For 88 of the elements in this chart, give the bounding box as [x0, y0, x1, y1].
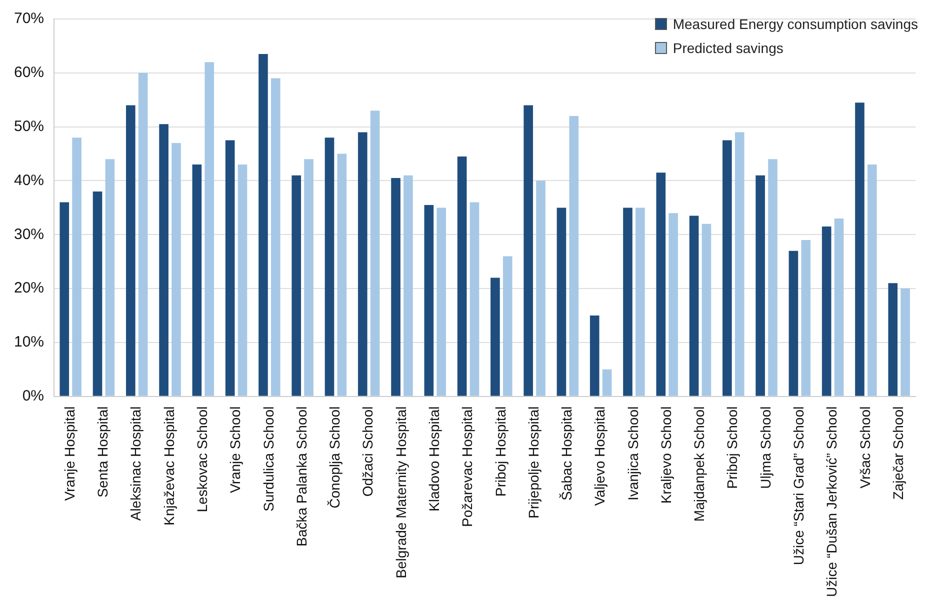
y-tick-label: 60%	[14, 64, 44, 82]
legend-label: Measured Energy consumption savings	[672, 15, 918, 34]
bar	[689, 216, 699, 396]
bar	[404, 175, 413, 396]
bar	[768, 159, 778, 396]
bar	[370, 110, 380, 396]
x-tick-label: Majdanpek School	[691, 406, 708, 522]
x-tick-label: Vršac School	[856, 406, 873, 488]
bar	[623, 208, 632, 396]
bar	[337, 154, 347, 396]
x-tick-label: Čonoplja School	[326, 406, 343, 508]
bar	[788, 250, 798, 396]
bar	[834, 218, 844, 396]
bar	[656, 172, 666, 396]
x-tick-label: Surdulica School	[260, 406, 276, 512]
bar	[126, 105, 136, 396]
x-tick-label: Knjaževac Hospital	[160, 406, 177, 526]
bar	[801, 240, 811, 396]
bar	[105, 159, 115, 396]
y-tick-label: 40%	[14, 172, 44, 189]
x-tick-label: Senta Hospital	[94, 406, 111, 498]
bar	[556, 208, 566, 396]
bar	[524, 105, 533, 396]
x-tick-label: Zaječar School	[890, 406, 906, 500]
x-tick-label: Priboj School	[724, 406, 740, 489]
bar	[490, 278, 500, 396]
bar	[172, 142, 181, 396]
bar	[900, 288, 910, 396]
bar	[668, 213, 678, 396]
x-tick-label: Vranje School	[227, 406, 244, 494]
y-tick-label: 50%	[14, 118, 44, 135]
bar	[470, 202, 480, 396]
y-tick-label: 30%	[14, 226, 44, 243]
x-tick-label: Uljma School	[757, 406, 774, 489]
bar	[636, 208, 645, 396]
x-tick-label: Užice “Dušan Jerković” School	[824, 406, 840, 598]
legend-label: Predicted savings	[672, 39, 784, 58]
bar	[391, 178, 400, 396]
bar	[457, 156, 467, 396]
x-tick-label: Bačka Palanka School	[293, 406, 310, 546]
x-tick-label: Prijepolje Hospital	[525, 406, 542, 518]
x-tick-label: Leskovac School	[194, 406, 210, 512]
x-tick-label: Priboj Hospital	[492, 406, 508, 497]
bar	[258, 54, 268, 396]
bar	[72, 138, 82, 396]
bar	[602, 369, 612, 396]
bar	[424, 204, 434, 396]
x-tick-label: Užice “Stari Grad” School	[790, 406, 807, 566]
bar	[868, 164, 877, 396]
bar	[292, 175, 302, 396]
bar	[855, 102, 864, 396]
bar	[569, 116, 579, 396]
bar	[590, 316, 600, 396]
bar	[722, 140, 732, 396]
bar	[822, 226, 832, 396]
x-tick-label: Ivanjica School	[624, 406, 641, 501]
bar	[204, 62, 214, 396]
bar	[304, 159, 314, 396]
y-tick-label: 10%	[14, 334, 44, 351]
bar	[238, 164, 248, 396]
x-tick-label: Belgrade Maternity Hospital	[392, 406, 409, 578]
y-tick-label: 0%	[22, 388, 44, 405]
x-tick-label: Kladovo Hospital	[426, 406, 442, 512]
bar	[756, 175, 765, 396]
bar	[702, 224, 712, 396]
x-tick-label: Vranje Hospital	[61, 406, 78, 501]
x-tick-label: Požarevac Hospital	[459, 406, 476, 528]
bar	[138, 72, 148, 396]
bar	[436, 208, 446, 396]
bar	[225, 140, 235, 396]
bar	[159, 124, 168, 396]
x-tick-label: Odžaci School	[360, 406, 376, 497]
x-tick-label: Aleksinac Hospital	[128, 406, 144, 521]
bar	[888, 283, 898, 396]
bar	[60, 202, 70, 396]
bar	[324, 138, 334, 396]
y-tick-label: 70%	[14, 10, 44, 28]
x-tick-label: Valjevo Hospital	[592, 406, 608, 506]
bar	[536, 180, 546, 396]
bar	[358, 132, 368, 396]
bar	[270, 78, 280, 396]
bar	[502, 256, 512, 396]
y-tick-label: 20%	[14, 280, 44, 297]
bar	[192, 164, 202, 396]
x-tick-label: Šabac Hospital	[558, 406, 575, 501]
bar	[92, 192, 102, 396]
bar	[734, 132, 744, 396]
x-tick-label: Kraljevo School	[658, 406, 674, 504]
